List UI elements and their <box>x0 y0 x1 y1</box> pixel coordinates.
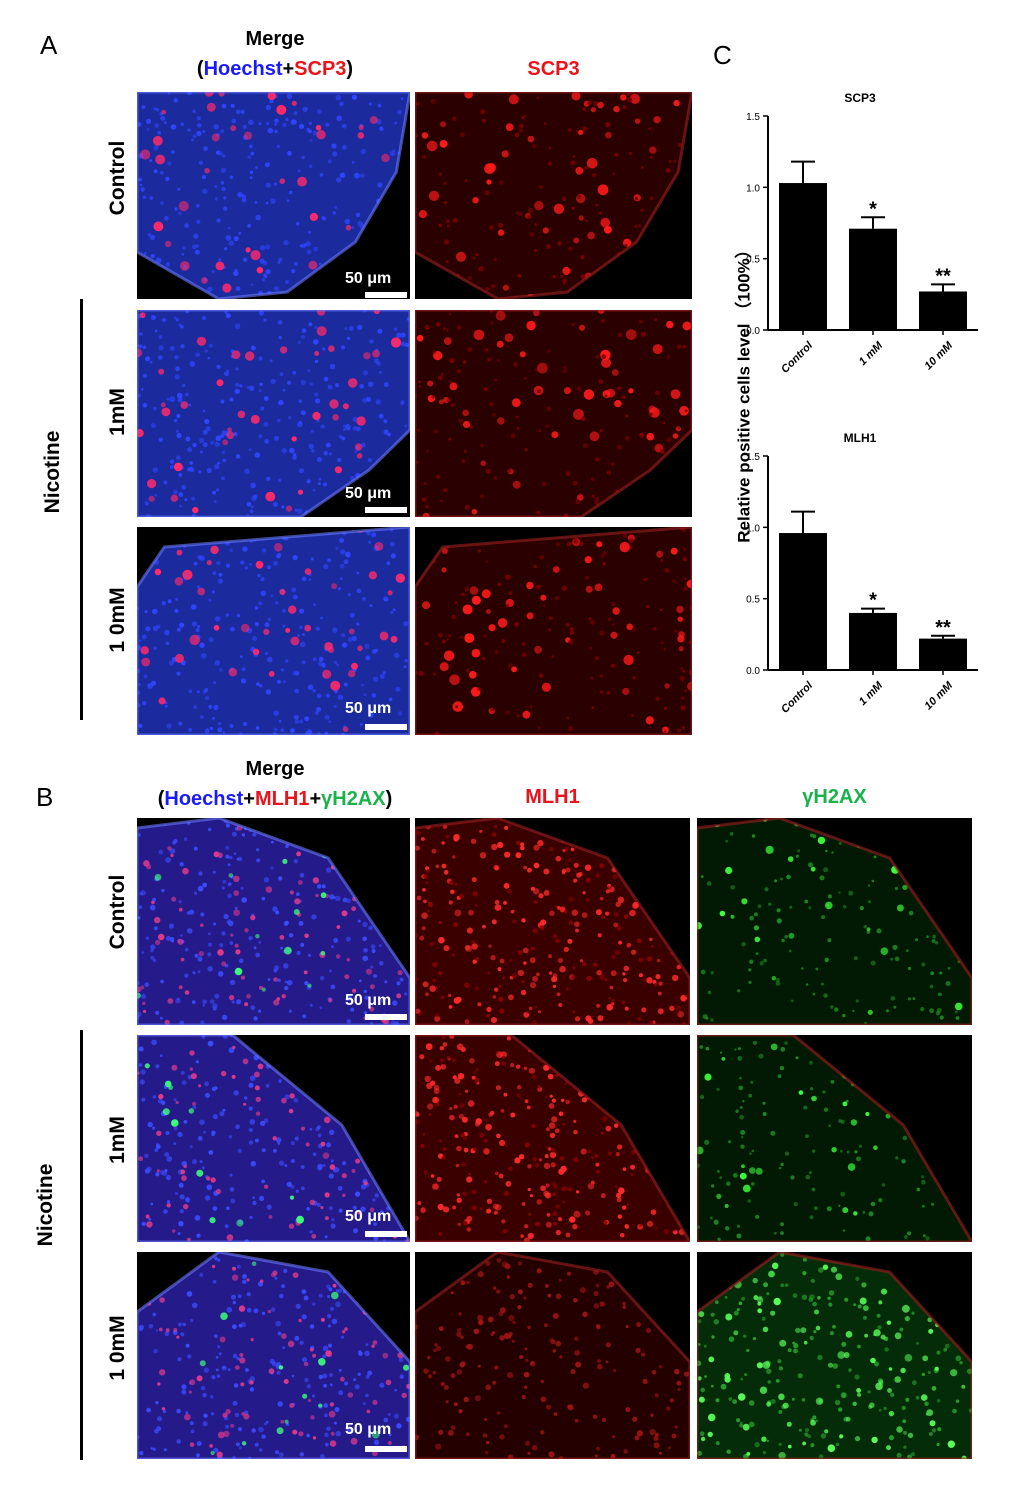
a-1mm-scalebar <box>365 507 407 513</box>
panel-a-merge-subtitle: (Hoechst+SCP3) <box>140 58 410 81</box>
bar <box>779 533 827 670</box>
b-10mm-scalebar <box>365 1446 407 1452</box>
panel-c-letter: C <box>713 40 732 70</box>
a-part-2: + <box>282 58 295 80</box>
y-tick-label: 0.5 <box>746 595 760 606</box>
mlh1-bar-chart: MLH1 0.0 0.5 1.0 1.5 Control * 1 mM ** 10 mM <box>746 431 978 716</box>
bar <box>919 638 967 670</box>
b-1mm-scalebar <box>365 1231 407 1237</box>
a-1mm-merge-image <box>137 310 410 517</box>
b-10mm-mlh1-image <box>415 1252 690 1459</box>
a-part-3: SCP3 <box>294 58 347 80</box>
a-1mm-scp3-image <box>415 310 692 517</box>
b-row-label-10mm: 1 0mM <box>106 1315 129 1381</box>
x-tick-label: 10 mM <box>922 339 955 372</box>
x-tick-label: 1 mM <box>857 679 886 708</box>
y-tick-label: 0.0 <box>746 666 760 677</box>
b-1mm-merge-image <box>137 1035 410 1242</box>
b-10mm-merge-image <box>137 1252 410 1459</box>
b-part-1: Hoechst <box>164 788 244 810</box>
bar <box>919 291 967 330</box>
bar <box>849 228 897 330</box>
significance-label: ** <box>935 617 951 639</box>
a-control-scalebar <box>365 292 407 298</box>
y-tick-label: 0.5 <box>746 255 760 266</box>
panel-b-merge-title: Merge <box>245 758 305 780</box>
b-part-0: ( <box>157 788 165 810</box>
a-part-0: ( <box>196 58 204 80</box>
b-control-scalebar <box>365 1014 407 1020</box>
b-row-label-control: Control <box>106 874 129 950</box>
x-tick-label: Control <box>779 679 816 716</box>
y-tick-label: 1.0 <box>746 523 760 534</box>
b-group-label-nicotine: Nicotine <box>34 1163 57 1247</box>
a-control-scp3-image <box>415 92 692 299</box>
a-1mm-scalebar-label: 50 μm <box>345 485 392 502</box>
b-part-3: MLH1 <box>254 788 310 810</box>
b-1mm-gh2ax-image <box>697 1035 972 1242</box>
significance-label: * <box>869 198 877 220</box>
bar <box>849 612 897 670</box>
a-row-label-1mm: 1mM <box>106 388 129 436</box>
a-10mm-scalebar-label: 50 μm <box>345 700 392 717</box>
b-10mm-scalebar-label: 50 μm <box>345 1421 392 1438</box>
y-tick-label: 0.0 <box>746 326 760 337</box>
significance-label: ** <box>935 265 951 287</box>
b-1mm-mlh1-image <box>415 1035 690 1242</box>
y-tick-label: 1.5 <box>746 452 760 463</box>
panel-a-letter: A <box>40 30 58 60</box>
a-row-label-control: Control <box>106 140 129 216</box>
b-row-label-1mm: 1mM <box>106 1116 129 1164</box>
chart-title: SCP3 <box>844 91 876 105</box>
panel-a-merge-title: Merge <box>245 28 305 50</box>
b-part-5: γH2AX <box>321 788 386 810</box>
b-part-2: + <box>243 788 255 810</box>
b-1mm-scalebar-label: 50 μm <box>345 1208 392 1225</box>
scp3-bar-chart: SCP3 0.0 0.5 1.0 1.5 Control * 1 mM ** 10 mM <box>746 91 978 376</box>
a-part-4: ) <box>346 58 354 80</box>
panel-b-merge-subtitle: (Hoechst+MLH1+γH2AX) <box>130 788 420 811</box>
b-part-6: ) <box>385 788 393 810</box>
panel-b-channel2-title: γH2AX <box>802 786 867 808</box>
a-control-merge-image <box>137 92 410 299</box>
x-tick-label: 10 mM <box>922 679 955 712</box>
x-tick-label: Control <box>779 339 816 376</box>
significance-label: * <box>869 590 877 612</box>
b-control-mlh1-image <box>415 818 690 1025</box>
a-part-1: Hoechst <box>203 58 283 80</box>
b-part-4: + <box>309 788 322 810</box>
panel-b-channel1-title: MLH1 <box>525 786 580 808</box>
a-control-scalebar-label: 50 μm <box>345 270 392 287</box>
x-tick-label: 1 mM <box>857 339 886 368</box>
bar <box>779 183 827 330</box>
y-tick-label: 1.5 <box>746 112 760 123</box>
panel-b-letter: B <box>36 782 54 812</box>
panel-a-channel-title: SCP3 <box>527 58 580 80</box>
a-row-label-10mm: 1 0mM <box>106 587 129 653</box>
a-10mm-scalebar <box>365 724 407 730</box>
y-tick-label: 1.0 <box>746 183 760 194</box>
a-group-label-nicotine: Nicotine <box>41 430 64 514</box>
b-10mm-gh2ax-image <box>697 1252 972 1459</box>
a-nicotine-bracket <box>80 299 83 720</box>
a-10mm-merge-image <box>137 527 410 735</box>
a-10mm-scp3-image <box>415 527 692 735</box>
chart-title: MLH1 <box>844 431 877 445</box>
b-control-scalebar-label: 50 μm <box>345 992 392 1009</box>
b-nicotine-bracket <box>80 1030 83 1460</box>
b-control-gh2ax-image <box>697 818 972 1025</box>
b-control-merge-image <box>137 818 410 1025</box>
